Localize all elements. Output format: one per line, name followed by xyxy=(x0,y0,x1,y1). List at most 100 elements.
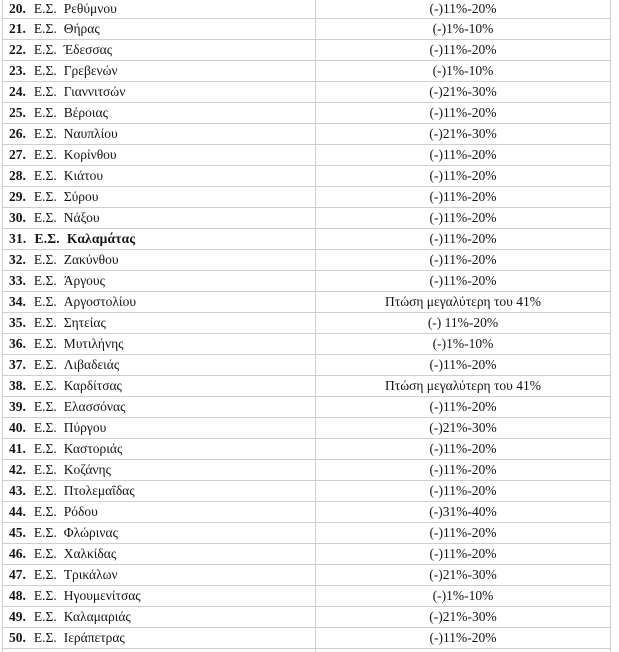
table-row: 43. Ε.Σ. Πτολεμαΐδας (-)11%-20% xyxy=(3,481,610,502)
table-row: 42. Ε.Σ. Κοζάνης (-)11%-20% xyxy=(3,460,610,481)
table-row: 45. Ε.Σ. Φλώρινας (-)11%-20% xyxy=(3,523,610,544)
row-number: 32. xyxy=(9,252,26,267)
council-name: Ηγουμενίτσας xyxy=(63,588,141,603)
council-cell: 28. Ε.Σ. Κιάτου xyxy=(3,166,316,186)
change-value: (-)11%-20% xyxy=(429,42,497,57)
council-prefix: Ε.Σ. xyxy=(33,21,57,36)
council-prefix: Ε.Σ. xyxy=(33,420,57,435)
change-cell: (-)11%-20% xyxy=(316,166,610,186)
row-number: 47. xyxy=(9,567,26,582)
council-cell: 38. Ε.Σ. Καρδίτσας xyxy=(3,376,316,396)
council-prefix: Ε.Σ. xyxy=(33,42,57,57)
row-number: 27. xyxy=(9,147,26,162)
change-cell: (-)11%-20% xyxy=(316,523,610,543)
council-cell: 37. Ε.Σ. Λιβαδειάς xyxy=(3,355,316,375)
change-value: (-)11%-20% xyxy=(429,231,497,246)
table-row: 27. Ε.Σ. Κορίνθου (-)11%-20% xyxy=(3,145,610,166)
row-number: 37. xyxy=(9,357,26,372)
change-value: (-)21%-30% xyxy=(429,609,497,624)
council-cell: 44. Ε.Σ. Ρόδου xyxy=(3,502,316,522)
council-name: Πύργου xyxy=(63,420,107,435)
change-cell: (-)11%-20% xyxy=(316,40,610,60)
row-number: 22. xyxy=(9,42,26,57)
change-value: (-)1%-10% xyxy=(432,21,494,36)
row-number: 24. xyxy=(9,84,26,99)
table-row: 30. Ε.Σ. Νάξου (-)11%-20% xyxy=(3,208,610,229)
council-name: Μυτιλήνης xyxy=(63,336,124,351)
council-prefix: Ε.Σ. xyxy=(33,504,57,519)
change-value: (-)11%-20% xyxy=(429,105,497,120)
council-name: Καστοριάς xyxy=(63,441,123,456)
change-value: (-)1%-10% xyxy=(432,63,494,78)
change-value: (-)11%-20% xyxy=(429,399,497,414)
row-number: 41. xyxy=(9,441,26,456)
row-number: 34. xyxy=(9,294,26,309)
change-cell: (-)11%-20% xyxy=(316,544,610,564)
row-number: 46. xyxy=(9,546,26,561)
table-row: 47. Ε.Σ. Τρικάλων (-)21%-30% xyxy=(3,565,610,586)
table-row: 49. Ε.Σ. Καλαμαριάς (-)21%-30% xyxy=(3,607,610,628)
change-value: (-)11%-20% xyxy=(429,210,497,225)
change-cell: (-)21%-30% xyxy=(316,565,610,585)
table-row: 38. Ε.Σ. Καρδίτσας Πτώση μεγαλύτερη του … xyxy=(3,376,610,397)
row-number: 38. xyxy=(9,378,26,393)
council-name: Άργους xyxy=(63,273,105,288)
change-value: (-) 11%-20% xyxy=(427,315,499,330)
change-cell: (-)21%-30% xyxy=(316,82,610,102)
row-number: 43. xyxy=(9,483,26,498)
council-prefix: Ε.Σ. xyxy=(33,252,57,267)
change-cell: (-)11%-20% xyxy=(316,208,610,228)
council-prefix: Ε.Σ. xyxy=(33,210,57,225)
council-cell: 24. Ε.Σ. Γιαννιτσών xyxy=(3,82,316,102)
table-row: 41. Ε.Σ. Καστοριάς (-)11%-20% xyxy=(3,439,610,460)
council-prefix: Ε.Σ. xyxy=(33,336,57,351)
council-prefix: Ε.Σ. xyxy=(33,525,57,540)
change-value: (-)11%-20% xyxy=(429,168,497,183)
council-cell: 33. Ε.Σ. Άργους xyxy=(3,271,316,291)
council-cell: 43. Ε.Σ. Πτολεμαΐδας xyxy=(3,481,316,501)
council-prefix: Ε.Σ. xyxy=(33,357,57,372)
row-number: 20. xyxy=(9,1,26,16)
change-value: (-)11%-20% xyxy=(429,189,497,204)
row-number: 26. xyxy=(9,126,26,141)
row-number: 42. xyxy=(9,462,26,477)
council-cell: 41. Ε.Σ. Καστοριάς xyxy=(3,439,316,459)
change-value: (-)21%-30% xyxy=(429,567,497,582)
table-row: 50. Ε.Σ. Ιεράπετρας (-)11%-20% xyxy=(3,628,610,649)
council-name: Βέροιας xyxy=(63,105,108,120)
change-value: (-)11%-20% xyxy=(429,147,497,162)
council-name: Ιεράπετρας xyxy=(63,630,125,645)
council-cell: 48. Ε.Σ. Ηγουμενίτσας xyxy=(3,586,316,606)
change-cell: (-)11%-20% xyxy=(316,397,610,417)
council-name: Φλώρινας xyxy=(63,525,118,540)
change-value: (-)11%-20% xyxy=(429,357,497,372)
council-prefix: Ε.Σ. xyxy=(33,294,57,309)
council-cell: 26. Ε.Σ. Ναυπλίου xyxy=(3,124,316,144)
council-prefix: Ε.Σ. xyxy=(33,378,57,393)
change-cell: (-)11%-20% xyxy=(316,229,610,249)
council-name: Τρικάλων xyxy=(63,567,118,582)
table-row: 36. Ε.Σ. Μυτιλήνης (-)1%-10% xyxy=(3,334,610,355)
council-prefix: Ε.Σ. xyxy=(33,630,57,645)
council-cell: 20. Ε.Σ. Ρεθύμνου xyxy=(3,0,316,18)
council-cell: 35. Ε.Σ. Σητείας xyxy=(3,313,316,333)
council-name: Έδεσσας xyxy=(63,42,113,57)
change-cell: (-)1%-10% xyxy=(316,334,610,354)
council-prefix: Ε.Σ. xyxy=(33,567,57,582)
row-number: 48. xyxy=(9,588,26,603)
row-number: 29. xyxy=(9,189,26,204)
council-cell: 29. Ε.Σ. Σύρου xyxy=(3,187,316,207)
row-number: 49. xyxy=(9,609,26,624)
council-prefix: Ε.Σ. xyxy=(33,126,57,141)
table-row: 24. Ε.Σ. Γιαννιτσών (-)21%-30% xyxy=(3,82,610,103)
council-name: Πτολεμαΐδας xyxy=(63,483,135,498)
council-cell: 36. Ε.Σ. Μυτιλήνης xyxy=(3,334,316,354)
table-row: 26. Ε.Σ. Ναυπλίου (-)21%-30% xyxy=(3,124,610,145)
change-value: (-)31%-40% xyxy=(429,504,497,519)
row-number: 45. xyxy=(9,525,26,540)
change-cell: (-)11%-20% xyxy=(316,460,610,480)
council-name: Ελασσόνας xyxy=(63,399,126,414)
council-name: Ζακύνθου xyxy=(63,252,119,267)
row-number: 33. xyxy=(9,273,26,288)
